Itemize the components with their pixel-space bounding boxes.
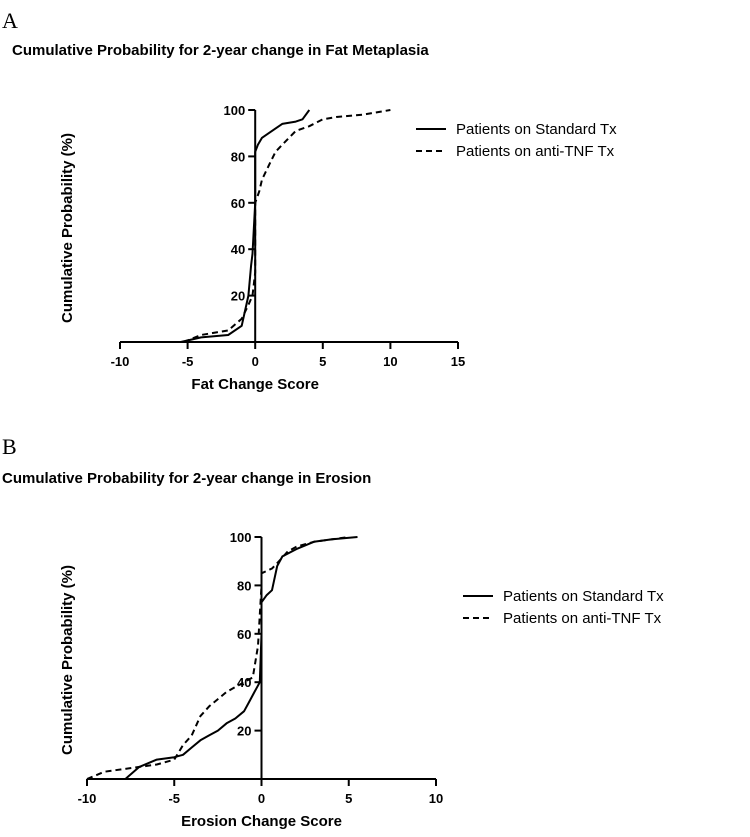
x-axis-title: Fat Change Score [191, 376, 319, 393]
y-tick-label: 20 [231, 289, 245, 304]
panel-a-letter: A [2, 8, 18, 33]
legend-label: Patients on anti-TNF Tx [503, 610, 662, 627]
x-axis-title: Erosion Change Score [181, 813, 342, 830]
x-tick-label: -5 [168, 791, 180, 806]
legend-label: Patients on Standard Tx [456, 121, 617, 138]
series-line-standard [180, 109, 311, 343]
series-line-anti-tnf [86, 536, 349, 780]
x-tick-label: 0 [252, 354, 259, 369]
x-tick-label: 5 [345, 791, 352, 806]
y-tick-label: 40 [237, 675, 251, 690]
x-tick-label: 10 [383, 354, 397, 369]
x-tick-label: -5 [182, 354, 194, 369]
panel-a-title: Cumulative Probability for 2-year change… [12, 42, 429, 59]
x-tick-label: 5 [319, 354, 326, 369]
series-line-anti-tnf [183, 109, 391, 343]
y-tick-label: 100 [223, 103, 245, 118]
erosion-chart: -10 -5 0 5 10 20 40 60 80 100 Erosion Change Score… [59, 530, 664, 830]
series-line-standard [124, 536, 358, 780]
y-tick-label: 80 [237, 578, 251, 593]
panel-b-letter: B [2, 434, 17, 459]
y-axis-title: Cumulative Probability (%) [59, 565, 76, 755]
fat-metaplasia-chart: -10 -5 0 5 10 15 20 40 60 80 100 Fat Change Score Cu… [59, 103, 617, 393]
legend-label: Patients on Standard Tx [503, 588, 664, 605]
x-tick-label: 10 [429, 791, 443, 806]
y-tick-label: 80 [231, 149, 245, 164]
y-tick-label: 40 [231, 242, 245, 257]
x-tick-label: -10 [78, 791, 97, 806]
y-tick-label: 60 [231, 196, 245, 211]
y-axis-title: Cumulative Probability (%) [59, 133, 76, 323]
x-tick-label: -10 [111, 354, 130, 369]
y-tick-label: 60 [237, 627, 251, 642]
panel-b-title: Cumulative Probability for 2-year change… [2, 470, 372, 487]
y-tick-label: 20 [237, 724, 251, 739]
x-tick-label: 15 [451, 354, 465, 369]
legend-label: Patients on anti-TNF Tx [456, 143, 615, 160]
x-tick-label: 0 [258, 791, 265, 806]
y-tick-label: 100 [230, 530, 252, 545]
